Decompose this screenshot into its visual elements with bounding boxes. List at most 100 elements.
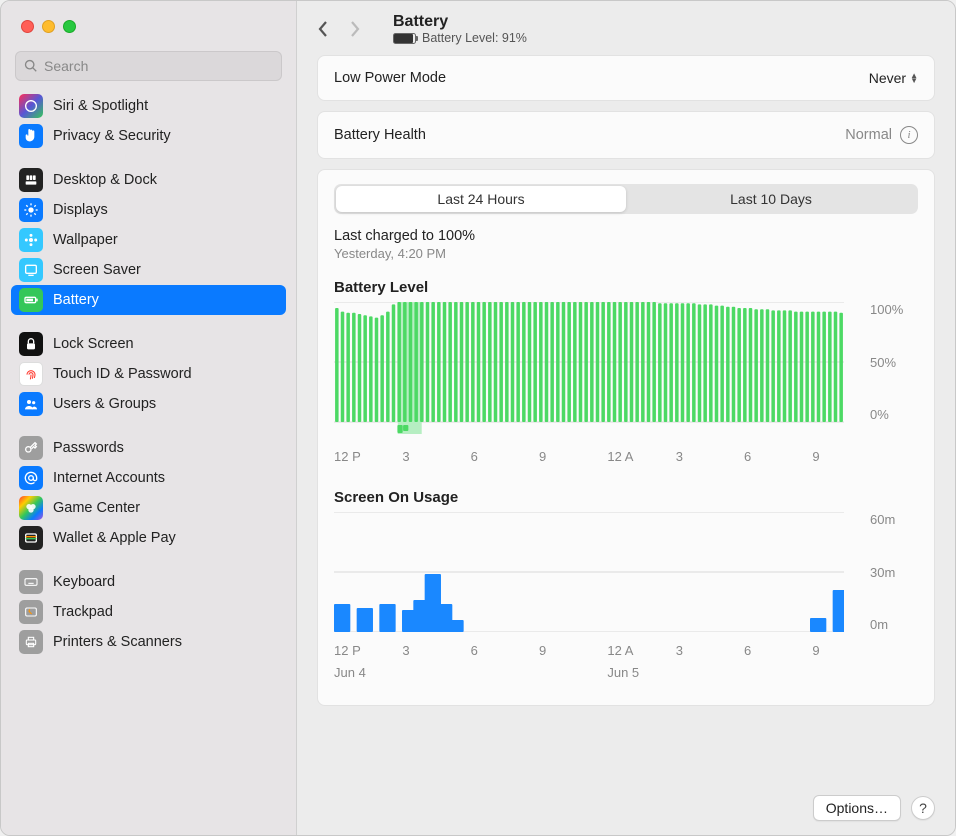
- usage-date-axis: Jun 4Jun 5: [334, 665, 844, 683]
- zoom-button[interactable]: [63, 20, 76, 33]
- sidebar-item-desktop-dock[interactable]: Desktop & Dock: [11, 165, 286, 195]
- date-label: Jun 4: [334, 665, 366, 680]
- sidebar-item-game-center[interactable]: Game Center: [11, 493, 286, 523]
- battery-icon: [19, 288, 43, 312]
- sidebar-item-label: Screen Saver: [53, 262, 141, 278]
- sidebar-item-label: Keyboard: [53, 574, 115, 590]
- sidebar-item-siri-spotlight[interactable]: Siri & Spotlight: [11, 91, 286, 121]
- help-button[interactable]: ?: [911, 796, 935, 820]
- chevron-updown-icon: ▲▼: [910, 73, 918, 83]
- sidebar-item-printers-scanners[interactable]: Printers & Scanners: [11, 627, 286, 657]
- search-input[interactable]: Search: [15, 51, 282, 81]
- sidebar-item-trackpad[interactable]: Trackpad: [11, 597, 286, 627]
- sidebar-item-label: Privacy & Security: [53, 128, 171, 144]
- y-tick-label: 50%: [870, 355, 918, 370]
- footer: Options… ?: [297, 785, 955, 835]
- low-power-value: Never: [869, 70, 906, 86]
- window-controls: [1, 1, 296, 51]
- battery-y-axis: 100%50%0%: [870, 302, 918, 422]
- dock-icon: [19, 168, 43, 192]
- system-settings-window: Search Siri & Spotlight Privacy & Securit…: [0, 0, 956, 836]
- sidebar-item-battery[interactable]: Battery: [11, 285, 286, 315]
- screen-icon: [19, 258, 43, 282]
- users-icon: [19, 392, 43, 416]
- sidebar-item-internet-accounts[interactable]: Internet Accounts: [11, 463, 286, 493]
- sidebar-nav: Siri & Spotlight Privacy & Security Deskto…: [1, 91, 296, 835]
- sidebar-item-touch-id-password[interactable]: Touch ID & Password: [11, 359, 286, 389]
- x-tick-label: 9: [539, 449, 546, 464]
- x-tick-label: 12 P: [334, 643, 361, 658]
- x-tick-label: 12 P: [334, 449, 361, 464]
- x-tick-label: 3: [402, 643, 409, 658]
- header: Battery Battery Level: 91%: [297, 1, 955, 55]
- key-icon: [19, 436, 43, 460]
- usage-panel: Last 24 HoursLast 10 Days Last charged t…: [317, 169, 935, 706]
- sidebar-item-label: Displays: [53, 202, 108, 218]
- x-tick-label: 9: [812, 643, 819, 658]
- minimize-button[interactable]: [42, 20, 55, 33]
- time-range-segmented[interactable]: Last 24 HoursLast 10 Days: [334, 184, 918, 214]
- usage-chart-block: Screen On Usage 12 P36912 A369 Jun 4Jun …: [334, 489, 918, 683]
- sidebar-item-wallet-apple-pay[interactable]: Wallet & Apple Pay: [11, 523, 286, 553]
- page-title: Battery: [393, 13, 527, 31]
- sun-icon: [19, 198, 43, 222]
- x-tick-label: 6: [471, 643, 478, 658]
- x-tick-label: 6: [744, 643, 751, 658]
- sidebar: Search Siri & Spotlight Privacy & Securit…: [1, 1, 297, 835]
- close-button[interactable]: [21, 20, 34, 33]
- x-tick-label: 12 A: [607, 449, 633, 464]
- hand-icon: [19, 124, 43, 148]
- sidebar-item-label: Battery: [53, 292, 99, 308]
- header-title-block: Battery Battery Level: 91%: [393, 13, 527, 45]
- sidebar-item-label: Users & Groups: [53, 396, 156, 412]
- sidebar-item-privacy-security[interactable]: Privacy & Security: [11, 121, 286, 151]
- info-icon[interactable]: i: [900, 126, 918, 144]
- x-tick-label: 9: [812, 449, 819, 464]
- printer-icon: [19, 630, 43, 654]
- header-subtitle: Battery Level: 91%: [393, 31, 527, 45]
- at-icon: [19, 466, 43, 490]
- usage-chart: [334, 512, 844, 632]
- sidebar-item-label: Wallet & Apple Pay: [53, 530, 176, 546]
- sidebar-item-label: Passwords: [53, 440, 124, 456]
- sidebar-item-wallpaper[interactable]: Wallpaper: [11, 225, 286, 255]
- y-tick-label: 30m: [870, 565, 918, 580]
- segment-last-24-hours[interactable]: Last 24 Hours: [336, 186, 626, 212]
- sidebar-item-passwords[interactable]: Passwords: [11, 433, 286, 463]
- sidebar-item-lock-screen[interactable]: Lock Screen: [11, 329, 286, 359]
- battery-level-chart: [334, 302, 844, 438]
- x-tick-label: 6: [744, 449, 751, 464]
- battery-health-row: Battery Health Normal i: [317, 111, 935, 159]
- last-charged-time: Yesterday, 4:20 PM: [334, 246, 918, 261]
- sidebar-item-label: Game Center: [53, 500, 140, 516]
- low-power-select[interactable]: Never ▲▼: [869, 70, 918, 86]
- sidebar-item-screen-saver[interactable]: Screen Saver: [11, 255, 286, 285]
- trackpad-icon: [19, 600, 43, 624]
- gamecenter-icon: [19, 496, 43, 520]
- sidebar-item-users-groups[interactable]: Users & Groups: [11, 389, 286, 419]
- battery-level-text: Battery Level: 91%: [422, 31, 527, 45]
- fingerprint-icon: [19, 362, 43, 386]
- back-button[interactable]: [309, 15, 337, 43]
- last-charged-title: Last charged to 100%: [334, 228, 918, 244]
- keyboard-icon: [19, 570, 43, 594]
- options-button[interactable]: Options…: [813, 795, 901, 821]
- sidebar-item-keyboard[interactable]: Keyboard: [11, 567, 286, 597]
- sidebar-item-label: Lock Screen: [53, 336, 134, 352]
- sidebar-item-displays[interactable]: Displays: [11, 195, 286, 225]
- low-power-label: Low Power Mode: [334, 70, 446, 86]
- wallet-icon: [19, 526, 43, 550]
- flower-icon: [19, 228, 43, 252]
- x-tick-label: 3: [676, 449, 683, 464]
- sidebar-item-label: Siri & Spotlight: [53, 98, 148, 114]
- x-tick-label: 9: [539, 643, 546, 658]
- sidebar-item-label: Trackpad: [53, 604, 113, 620]
- usage-x-axis: 12 P36912 A369: [334, 643, 844, 661]
- battery-icon: [393, 33, 416, 44]
- battery-level-chart-block: Battery Level 12 P36912 A369 100%50%0%: [334, 279, 918, 467]
- forward-button[interactable]: [341, 15, 369, 43]
- segment-last-10-days[interactable]: Last 10 Days: [626, 186, 916, 212]
- siri-icon: [19, 94, 43, 118]
- x-tick-label: 12 A: [607, 643, 633, 658]
- search-icon: [24, 59, 38, 73]
